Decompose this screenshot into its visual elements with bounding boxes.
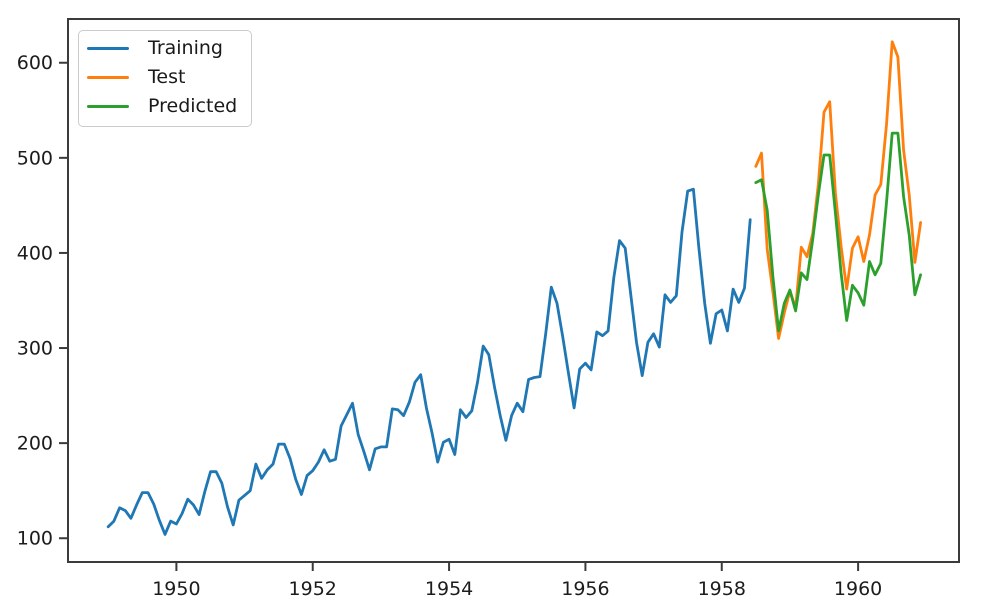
series-line-training [106, 187, 752, 536]
x-tick-label: 1958 [698, 578, 746, 600]
x-tick-label: 1952 [289, 578, 337, 600]
legend-label-test: Test [148, 66, 186, 89]
y-tick-label: 500 [17, 147, 53, 169]
legend-item-predicted: Predicted [87, 94, 237, 119]
predicted-line-swatch [87, 104, 129, 109]
series-line-test [754, 40, 922, 340]
series-line-predicted [754, 131, 922, 333]
x-tick-label: 1954 [425, 578, 473, 600]
y-tick-label: 200 [17, 433, 53, 455]
test-line-swatch [87, 75, 129, 80]
x-tick-label: 1956 [561, 578, 609, 600]
legend-item-training: Training [87, 36, 237, 61]
x-tick-label: 1950 [152, 578, 200, 600]
legend-label-predicted: Predicted [148, 95, 238, 118]
legend-item-test: Test [87, 65, 237, 90]
legend: Training Test Predicted [78, 30, 253, 127]
x-tick-label: 1960 [834, 578, 882, 600]
y-tick-label: 400 [17, 242, 53, 264]
y-tick-label: 100 [17, 528, 53, 550]
y-tick-label: 300 [17, 338, 53, 360]
plot-border [67, 18, 960, 563]
y-tick-label: 600 [17, 52, 53, 74]
legend-label-training: Training [148, 37, 223, 60]
training-line-swatch [87, 46, 129, 51]
